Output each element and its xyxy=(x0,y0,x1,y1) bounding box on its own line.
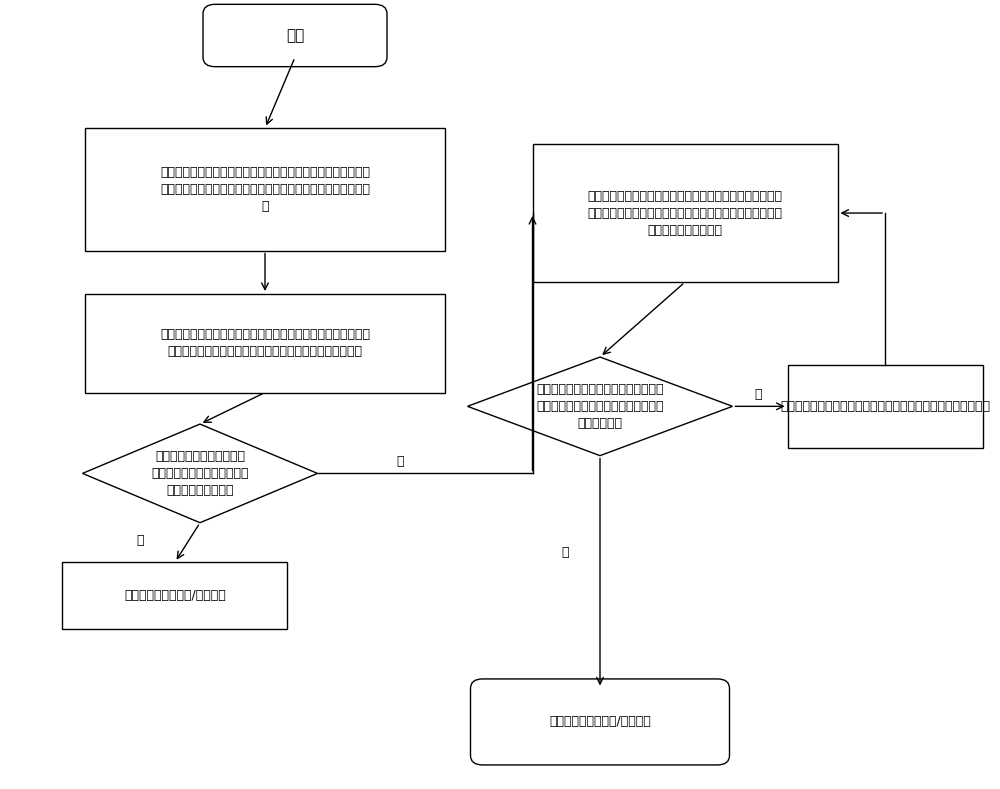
Text: 将当前肺区平均形状用本次肺区平均形状替换，进入下一次对齐: 将当前肺区平均形状用本次肺区平均形状替换，进入下一次对齐 xyxy=(780,400,990,413)
Text: 否: 否 xyxy=(396,455,404,468)
Bar xyxy=(85,129,445,251)
Text: 对已选定的所有肺区形状相对于当前的肺区平均形状分别作
旋转、缩放和平移变换后、并分别与当前的肺区平均形状对
齐，计算肺区平均形状: 对已选定的所有肺区形状相对于当前的肺区平均形状分别作 旋转、缩放和平移变换后、并… xyxy=(588,189,782,237)
Text: 开始: 开始 xyxy=(286,28,304,43)
Polygon shape xyxy=(83,424,318,522)
Polygon shape xyxy=(467,357,732,456)
Bar xyxy=(85,294,445,393)
FancyBboxPatch shape xyxy=(471,679,730,765)
Text: 对数个第二肺区形状相对于第一肺区形状分别作旋转、缩放和平
移变换后、并分别与第一肺区形状对齐，计算肺区平均形状: 对数个第二肺区形状相对于第一肺区形状分别作旋转、缩放和平 移变换后、并分别与第一… xyxy=(160,328,370,358)
Text: 否: 否 xyxy=(754,388,762,401)
FancyBboxPatch shape xyxy=(203,5,387,67)
Bar xyxy=(788,365,982,448)
Text: 本次肺区平均形状与当前肺区平均形状
比较，是否小于设定阈値；是否大于指
定的循环次数: 本次肺区平均形状与当前肺区平均形状 比较，是否小于设定阈値；是否大于指 定的循环… xyxy=(536,383,664,430)
Text: 是: 是 xyxy=(136,534,144,547)
Text: 平均形状与第一肺区形状比
较，是否小于设定阈値；是否
大于指定的循环次数: 平均形状与第一肺区形状比 较，是否小于设定阈値；是否 大于指定的循环次数 xyxy=(151,450,249,497)
Text: 是: 是 xyxy=(561,546,569,559)
Bar xyxy=(533,144,838,282)
Text: 从训练集中选取一个获取一个胸片，获取（第一）肺区形状；从
训练集中其余的胸片中选取数张胸片，获取数个（第二）肺区形
状: 从训练集中选取一个获取一个胸片，获取（第一）肺区形状；从 训练集中其余的胸片中选… xyxy=(160,166,370,213)
Bar xyxy=(62,562,287,630)
Text: 获得肺模板平均形状/对齐完成: 获得肺模板平均形状/对齐完成 xyxy=(124,589,226,602)
Text: 获得肺模板平均形状/对齐完成: 获得肺模板平均形状/对齐完成 xyxy=(549,716,651,728)
